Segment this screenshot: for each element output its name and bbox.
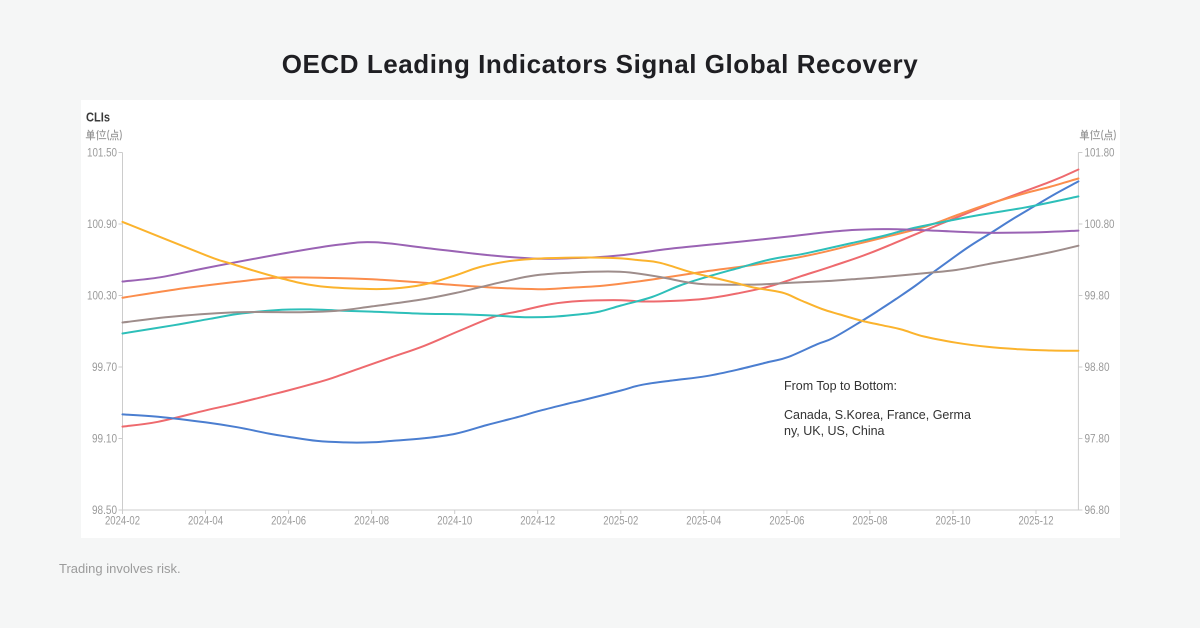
svg-text:2024-02: 2024-02: [105, 514, 140, 528]
svg-text:97.80: 97.80: [1085, 432, 1110, 446]
svg-text:2024-12: 2024-12: [520, 514, 555, 528]
svg-text:2025-12: 2025-12: [1019, 514, 1054, 528]
svg-text:100.80: 100.80: [1085, 217, 1115, 231]
svg-text:CLIs: CLIs: [86, 111, 110, 125]
svg-text:2025-10: 2025-10: [936, 514, 971, 528]
svg-text:99.70: 99.70: [92, 360, 117, 374]
svg-text:98.50: 98.50: [92, 503, 117, 517]
svg-text:2024-04: 2024-04: [188, 514, 223, 528]
svg-text:2025-06: 2025-06: [769, 514, 804, 528]
svg-text:100.30: 100.30: [87, 289, 117, 303]
svg-text:96.80: 96.80: [1085, 503, 1110, 517]
svg-text:101.80: 101.80: [1085, 146, 1115, 160]
svg-text:2024-10: 2024-10: [437, 514, 472, 528]
svg-text:98.80: 98.80: [1085, 360, 1110, 374]
svg-text:101.50: 101.50: [87, 146, 117, 160]
svg-text:100.90: 100.90: [87, 217, 117, 231]
svg-text:99.10: 99.10: [92, 432, 117, 446]
svg-text:2024-08: 2024-08: [354, 514, 389, 528]
svg-text:2024-06: 2024-06: [271, 514, 306, 528]
svg-text:2025-04: 2025-04: [686, 514, 721, 528]
svg-text:99.80: 99.80: [1085, 289, 1110, 303]
svg-text:2025-02: 2025-02: [603, 514, 638, 528]
svg-text:2025-08: 2025-08: [852, 514, 887, 528]
